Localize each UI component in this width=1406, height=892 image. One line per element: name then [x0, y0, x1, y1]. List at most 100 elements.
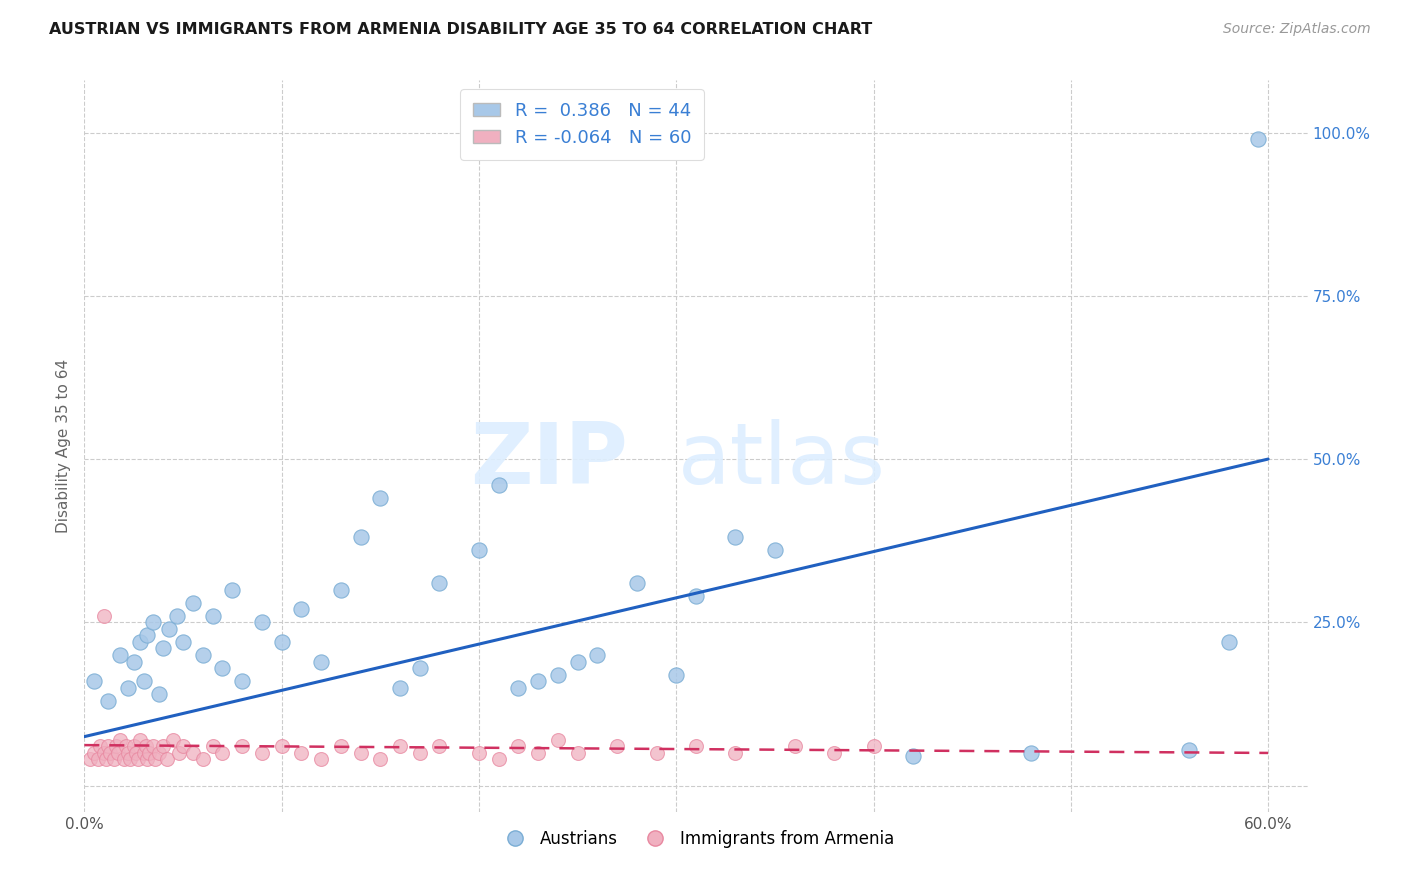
Point [270, 635, 292, 649]
Point [114, 739, 136, 754]
Point [172, 635, 194, 649]
Point [1178, 742, 1201, 756]
Point [117, 746, 139, 760]
Point [368, 491, 391, 506]
Point [409, 746, 432, 760]
Point [89, 739, 111, 754]
Point [468, 543, 491, 558]
Point [626, 576, 648, 591]
Point [136, 752, 159, 766]
Point [389, 739, 412, 754]
Point [97, 694, 120, 708]
Point [167, 746, 190, 760]
Point [309, 752, 332, 766]
Point [128, 635, 150, 649]
Text: atlas: atlas [678, 419, 886, 502]
Point [122, 739, 145, 754]
Point [98, 746, 121, 760]
Point [349, 746, 371, 760]
Point [250, 746, 273, 760]
Point [567, 746, 589, 760]
Point [586, 648, 609, 662]
Point [250, 615, 273, 630]
Text: AUSTRIAN VS IMMIGRANTS FROM ARMENIA DISABILITY AGE 35 TO 64 CORRELATION CHART: AUSTRIAN VS IMMIGRANTS FROM ARMENIA DISA… [49, 22, 873, 37]
Point [221, 582, 243, 597]
Point [136, 628, 159, 642]
Point [181, 596, 204, 610]
Point [191, 648, 214, 662]
Point [166, 608, 188, 623]
Point [211, 746, 233, 760]
Point [724, 746, 747, 760]
Point [117, 681, 139, 695]
Point [108, 648, 131, 662]
Point [429, 739, 451, 754]
Legend: Austrians, Immigrants from Armenia: Austrians, Immigrants from Armenia [492, 823, 900, 855]
Point [231, 674, 253, 689]
Point [145, 752, 167, 766]
Point [389, 681, 412, 695]
Point [132, 674, 155, 689]
Point [103, 752, 125, 766]
Point [270, 739, 292, 754]
Point [132, 746, 155, 760]
Point [152, 739, 174, 754]
Point [329, 739, 352, 754]
Point [349, 530, 371, 544]
Point [142, 615, 165, 630]
Point [156, 752, 179, 766]
Point [181, 746, 204, 760]
Point [108, 732, 131, 747]
Point [97, 739, 120, 754]
Point [901, 749, 924, 764]
Point [148, 746, 170, 760]
Point [152, 641, 174, 656]
Point [508, 681, 530, 695]
Point [138, 746, 160, 760]
Point [527, 674, 550, 689]
Point [488, 478, 510, 492]
Point [104, 739, 127, 754]
Point [547, 732, 569, 747]
Point [128, 732, 150, 747]
Point [547, 667, 569, 681]
Point [429, 576, 451, 591]
Point [368, 752, 391, 766]
Point [211, 661, 233, 675]
Point [685, 739, 707, 754]
Point [309, 655, 332, 669]
Point [157, 622, 180, 636]
Point [567, 655, 589, 669]
Point [290, 746, 312, 760]
Point [201, 608, 224, 623]
Point [135, 739, 157, 754]
Point [118, 752, 141, 766]
Point [124, 746, 146, 760]
Point [409, 661, 432, 675]
Point [290, 602, 312, 616]
Y-axis label: Disability Age 35 to 64: Disability Age 35 to 64 [56, 359, 72, 533]
Point [172, 739, 194, 754]
Point [1021, 746, 1043, 760]
Point [862, 739, 884, 754]
Point [142, 739, 165, 754]
Point [231, 739, 253, 754]
Point [1247, 132, 1270, 146]
Point [83, 746, 105, 760]
Point [201, 739, 224, 754]
Text: Source: ZipAtlas.com: Source: ZipAtlas.com [1223, 22, 1371, 37]
Point [107, 746, 129, 760]
Point [122, 655, 145, 669]
Point [645, 746, 668, 760]
Point [93, 746, 115, 760]
Point [93, 608, 115, 623]
Point [148, 687, 170, 701]
Point [79, 752, 101, 766]
Point [1218, 635, 1240, 649]
Point [724, 530, 747, 544]
Point [665, 667, 688, 681]
Point [94, 752, 117, 766]
Point [488, 752, 510, 766]
Text: ZIP: ZIP [471, 419, 628, 502]
Point [191, 752, 214, 766]
